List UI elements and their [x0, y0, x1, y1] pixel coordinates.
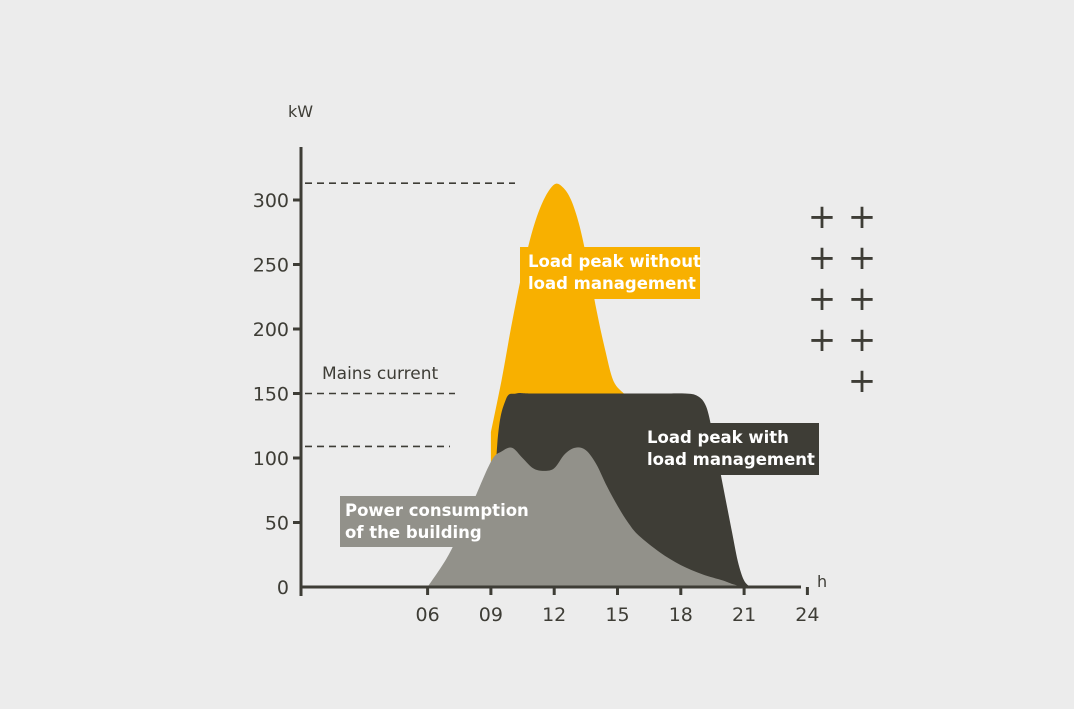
- annotation-with-load-management-line: load management: [647, 450, 815, 469]
- y-tick-label: 0: [277, 577, 289, 599]
- plus-mark: +: [848, 197, 877, 237]
- plus-mark: +: [808, 197, 837, 237]
- annotation-mains-current-line: Mains current: [322, 364, 439, 384]
- plus-mark: +: [848, 361, 877, 401]
- annotation-with-load-management-line: Load peak with: [647, 428, 789, 447]
- area-building-consumption: [427, 447, 749, 588]
- y-tick-label: 150: [253, 384, 289, 406]
- annotation-without-load-management: Load peak without load management: [528, 252, 701, 293]
- x-tick-label: 09: [479, 604, 503, 626]
- annotation-building-consumption-box: [340, 496, 528, 547]
- plus-marks: + ++ ++ ++ ++: [808, 197, 877, 401]
- chart-axes: 0 50 100 150 200 250 300 06 09 12 15 18 21 24 kW h: [253, 102, 827, 626]
- x-tick-label: 15: [605, 604, 629, 626]
- annotation-without-load-management-box: [520, 247, 700, 299]
- plus-mark: +: [848, 320, 877, 360]
- x-tick-label: 24: [795, 604, 819, 626]
- x-axis-label: h: [817, 572, 827, 591]
- y-tick-label: 250: [253, 255, 289, 277]
- plus-mark: +: [808, 279, 837, 319]
- plus-mark: +: [848, 238, 877, 278]
- plus-mark: +: [808, 320, 837, 360]
- y-tick-label: 100: [253, 448, 289, 470]
- y-axis-label: kW: [288, 102, 313, 121]
- annotation-mains-current: Mains current: [322, 364, 439, 384]
- annotation-building-consumption-line: Power consumption: [345, 501, 529, 520]
- plus-mark: +: [848, 279, 877, 319]
- x-tick-label: 18: [669, 604, 693, 626]
- x-tick-label: 06: [416, 604, 440, 626]
- y-tick-label: 300: [253, 190, 289, 212]
- annotation-with-load-management: Load peak with load management: [647, 428, 815, 469]
- annotation-with-load-management-box: [640, 423, 819, 475]
- annotation-building-consumption: Power consumption of the building: [345, 501, 529, 542]
- y-tick-label: 200: [253, 319, 289, 341]
- x-tick-label: 12: [542, 604, 566, 626]
- x-tick-label: 21: [732, 604, 756, 626]
- annotation-building-consumption-line: of the building: [345, 523, 482, 542]
- reference-lines: [305, 182, 515, 448]
- y-tick-label: 50: [265, 513, 289, 535]
- plus-mark: +: [808, 238, 837, 278]
- annotation-without-load-management-line: Load peak without: [528, 252, 701, 271]
- annotation-without-load-management-line: load management: [528, 274, 696, 293]
